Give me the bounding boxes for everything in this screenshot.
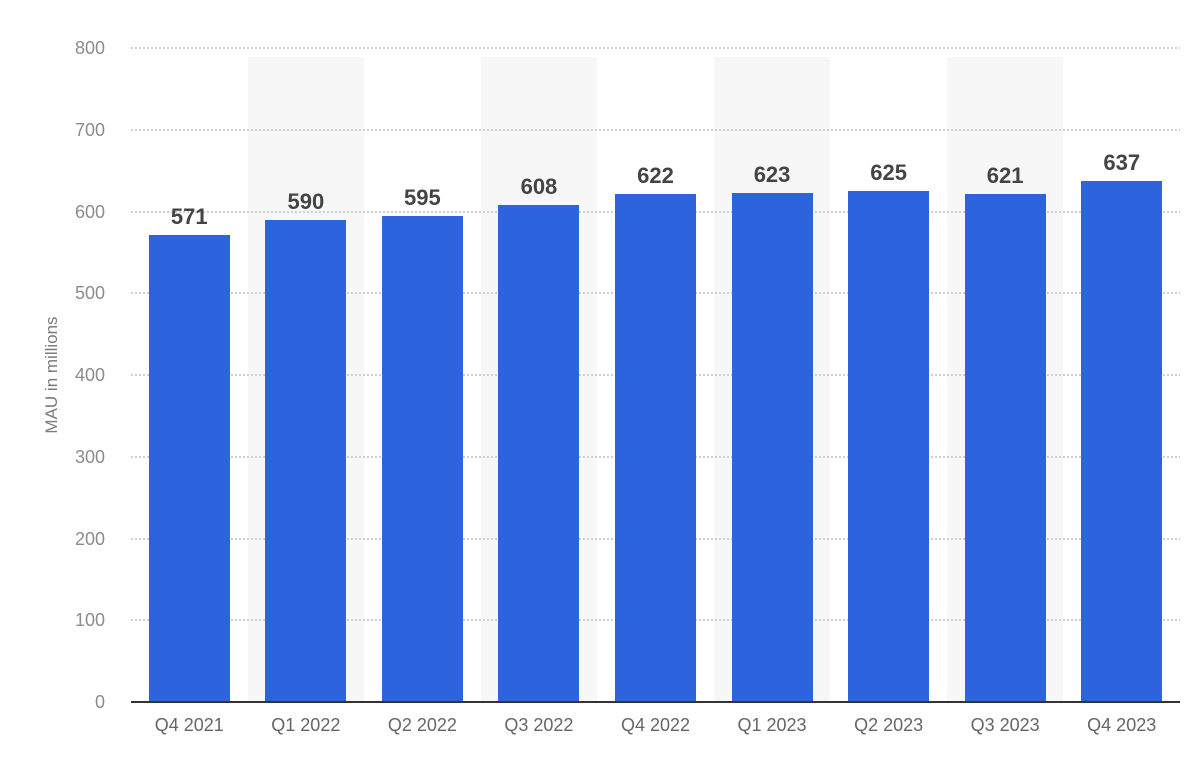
y-tick-label: 400: [74, 365, 105, 385]
bar-q4-2023: [1081, 181, 1163, 702]
y-tick-label: 600: [74, 201, 105, 222]
bar-value-label: 622: [637, 162, 674, 188]
x-tick-label: Q2 2023: [854, 715, 924, 735]
bar-q4-2021: [148, 235, 230, 702]
bar-value-label: 625: [870, 160, 907, 186]
bar-q3-2023: [964, 194, 1046, 702]
x-tick-label: Q2 2022: [387, 715, 457, 735]
y-tick-label: 100: [74, 610, 105, 631]
y-tick-label: 700: [74, 119, 105, 140]
bar-q1-2022: [265, 219, 347, 702]
x-tick-label: Q4 2022: [620, 715, 691, 735]
bar-q1-2023: [731, 192, 813, 702]
bar-value-label: 590: [287, 188, 325, 214]
x-tick-label: Q1 2023: [737, 715, 807, 735]
gridline: [131, 128, 1180, 131]
bar-value-label: 608: [520, 173, 558, 199]
bar-value-label: 571: [170, 204, 208, 230]
x-tick-label: Q3 2022: [504, 715, 574, 735]
x-tick-label: Q4 2021: [154, 715, 224, 735]
bar-q4-2022: [615, 193, 696, 702]
bar-value-label: 623: [753, 161, 791, 187]
bar-value-label: 621: [986, 163, 1024, 189]
y-tick-label: 0: [94, 692, 105, 712]
bar-q2-2023: [848, 191, 930, 702]
x-tick-label: Q1 2022: [271, 715, 341, 735]
y-tick-label: 300: [74, 446, 105, 467]
plot-area: 571 590 595 608 622 623 625 621 637: [131, 47, 1180, 703]
bar-q2-2022: [381, 215, 463, 702]
gridline: [131, 47, 1180, 49]
x-tick-label: Q4 2023: [1087, 715, 1157, 735]
bar-q3-2022: [498, 204, 580, 702]
y-tick-label: 200: [74, 528, 105, 549]
y-tick-label: 500: [74, 283, 105, 304]
bar-value-label: 595: [404, 184, 441, 210]
bar-value-label: 637: [1103, 150, 1141, 176]
y-tick-label: 800: [74, 38, 105, 58]
x-axis-line: [131, 701, 1180, 703]
x-tick-label: Q3 2023: [970, 715, 1040, 735]
